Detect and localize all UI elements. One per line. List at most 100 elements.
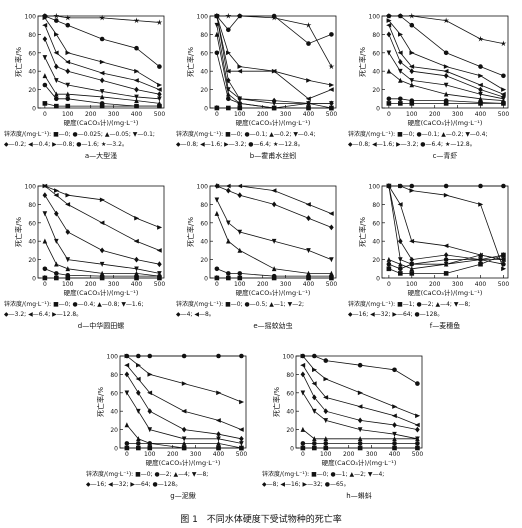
data-point [124,390,130,396]
data-point [216,353,221,359]
panel-caption: g—泥鳅 [170,491,195,500]
data-point [443,257,449,262]
data-point [397,12,404,19]
data-point [392,431,397,437]
series-5 [42,192,162,268]
y-tick-label: 80 [372,32,380,39]
series-7 [124,353,245,405]
data-point [398,32,404,37]
series-2 [300,441,420,446]
series-2 [386,96,506,106]
data-point [328,211,334,216]
data-point [311,381,317,386]
data-point [443,68,449,74]
data-point [134,256,139,263]
series-line [216,15,332,100]
data-point [409,50,415,56]
x-tick-label: 300 [452,281,464,288]
data-point [216,436,221,442]
data-point [54,271,59,276]
panel-caption: f—麦穗鱼 [430,321,460,330]
legend-line: 锌浓度/(mg·L⁻¹): ■—0; ●—0.1; ▲—0.2; ▼—0.4; [176,130,316,138]
data-point [323,445,329,451]
x-axis-label: 硬度(CaCO₃计)/(mg·L⁻¹) [408,118,483,127]
x-tick-label: 100 [234,111,246,118]
data-point [147,445,153,451]
data-point [65,68,71,75]
x-tick-label: 100 [144,451,156,458]
y-axis-label: 死亡率/% [358,47,367,77]
data-point [443,101,449,106]
data-point [306,41,311,46]
figure-caption: 图 1 不同水体硬度下受试物种的死亡率 [180,513,342,525]
data-point [124,422,130,428]
x-tick-label: 200 [343,451,355,458]
data-point [99,270,105,276]
data-point [357,436,363,442]
data-point [443,17,450,24]
data-point [124,371,130,378]
data-point [41,12,48,19]
data-point [500,257,506,262]
data-point [392,367,397,373]
y-tick-label: 80 [286,372,294,379]
data-point [386,22,392,28]
data-point [408,12,415,19]
data-point [65,202,71,207]
data-point [329,82,335,88]
data-point [397,202,403,207]
series-line [216,25,332,104]
data-point [42,275,48,281]
y-tick-label: 40 [110,409,118,416]
series-8 [386,183,506,189]
series-line [126,392,242,444]
series-5 [214,13,334,107]
data-point [134,45,139,51]
series-line [216,15,332,67]
data-point [136,445,141,451]
y-tick-label: 20 [372,257,380,264]
legend-line: ◆—0.2; ◀—0.4; ▶—0.8; ●—1.6; ★—3.2。 [4,141,128,148]
x-tick-label: 0 [215,111,219,118]
x-tick-label: 400 [131,281,143,288]
data-point [136,389,141,396]
x-tick-label: 400 [213,451,225,458]
series-3 [300,426,420,442]
x-tick-label: 0 [43,281,47,288]
data-point [415,436,420,442]
data-point [237,64,243,69]
series-line [126,364,242,430]
data-point [443,91,449,97]
y-tick-label: 100 [197,184,209,191]
series-line [388,185,504,265]
data-point [226,91,231,97]
series-line [216,34,332,109]
y-axis-label: 死亡率/% [272,387,281,417]
data-point [312,408,317,414]
data-point [312,367,318,373]
legend-line: ◆—0.8; ◀—1.6; ▶—3.2; ●—6.4; ★—12.8。 [348,141,476,148]
series-line [302,364,418,426]
data-point [236,12,243,19]
y-tick-label: 0 [204,276,208,283]
y-tick-label: 40 [200,69,208,76]
plot-frame [119,355,247,449]
panel-caption: c—青虾 [433,151,458,160]
series-3 [214,210,334,276]
x-axis-label: 硬度(CaCO₃计)/(mg·L⁻¹) [322,458,397,467]
series-5 [42,36,162,98]
data-point [124,362,130,368]
data-point [53,12,60,19]
legend-line: ◆—16; ◀—32; ▶—64; ●—128。 [348,311,443,318]
y-tick-label: 80 [110,372,118,379]
series-6 [124,362,244,432]
data-point [239,435,244,442]
data-point [65,192,71,198]
series-line [302,355,418,417]
data-point [386,266,392,272]
series-line [44,185,160,251]
data-point [300,353,306,359]
data-point [300,390,306,396]
data-point [409,68,415,75]
data-point [386,96,392,102]
